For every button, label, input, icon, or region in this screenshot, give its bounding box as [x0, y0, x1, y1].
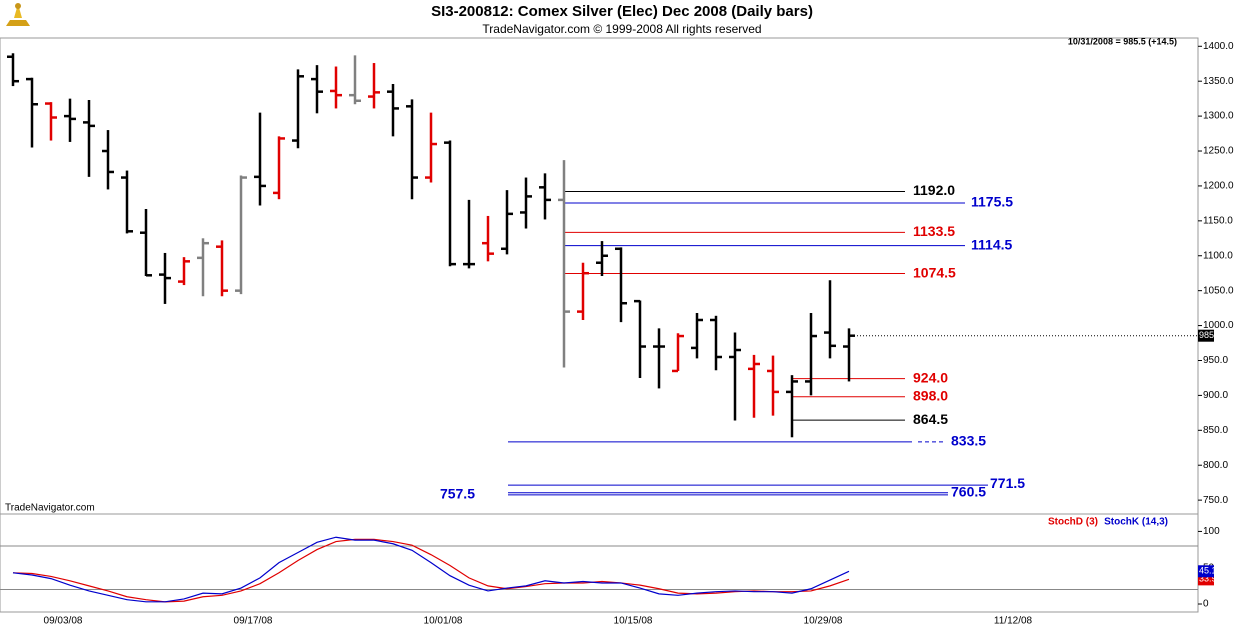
y-tick-label: 1050.0: [1203, 285, 1234, 296]
y-tick-label: 1200.0: [1203, 181, 1234, 192]
y-tick-label: 1100.0: [1203, 250, 1233, 261]
last-price-box: [1198, 329, 1214, 342]
last-value-label: 45.11: [1199, 566, 1221, 576]
y-tick-label: 1300.0: [1203, 111, 1234, 122]
x-tick-label: 09/03/08: [44, 616, 83, 627]
chart-subtitle: TradeNavigator.com © 1999-2008 All right…: [482, 22, 761, 36]
x-tick-label: 11/12/08: [994, 616, 1033, 627]
y-tick-label: 1150.0: [1203, 215, 1233, 226]
x-tick-label: 09/17/08: [234, 616, 273, 627]
last-value-box: [1198, 565, 1214, 578]
last-value-label: 33.95: [1199, 574, 1222, 584]
level-label: 864.5: [913, 411, 948, 427]
level-label: 1175.5: [971, 194, 1013, 210]
watermark: TradeNavigator.com: [5, 503, 95, 514]
chart-title: SI3-200812: Comex Silver (Elec) Dec 2008…: [431, 3, 813, 20]
stoch-pane: [0, 513, 1199, 613]
stoch-line: [12, 536, 850, 603]
level-label: 1192.0: [913, 182, 955, 198]
level-label: 757.5: [440, 486, 475, 502]
info-label: 10/31/2008 = 985.5 (+14.5): [1068, 36, 1177, 46]
y-tick-label: 0: [1203, 599, 1209, 610]
logo: [6, 3, 30, 26]
last-price-label: 985.5: [1199, 330, 1222, 340]
level-label: 760.5: [951, 484, 986, 500]
x-tick-label: 10/01/08: [424, 616, 463, 627]
stoch-line: [12, 538, 850, 603]
y-tick-label: 750.0: [1203, 495, 1228, 506]
level-label: 898.0: [913, 387, 948, 403]
y-tick-label: 1250.0: [1203, 146, 1234, 157]
y-tick-label: 900.0: [1203, 390, 1228, 401]
y-tick-label: 950.0: [1203, 355, 1228, 366]
y-tick-label: 1400.0: [1203, 41, 1234, 52]
y-tick-label: 100: [1203, 526, 1220, 537]
y-tick-label: 1000.0: [1203, 320, 1234, 331]
y-tick-label: 850.0: [1203, 425, 1228, 436]
level-label: 924.0: [913, 369, 948, 385]
x-tick-label: 10/29/08: [804, 616, 843, 627]
level-label: 833.5: [951, 433, 986, 449]
y-tick-label: 800.0: [1203, 460, 1228, 471]
y-tick-label: 1350.0: [1203, 76, 1234, 87]
level-label: 771.5: [990, 475, 1025, 491]
level-label: 1114.5: [971, 236, 1012, 252]
x-tick-label: 10/15/08: [614, 616, 653, 627]
legend-entry: StochD (3): [1048, 517, 1098, 528]
level-label: 1133.5: [913, 223, 955, 239]
level-label: 1074.5: [913, 264, 956, 280]
legend-entry: StochK (14,3): [1104, 517, 1168, 528]
